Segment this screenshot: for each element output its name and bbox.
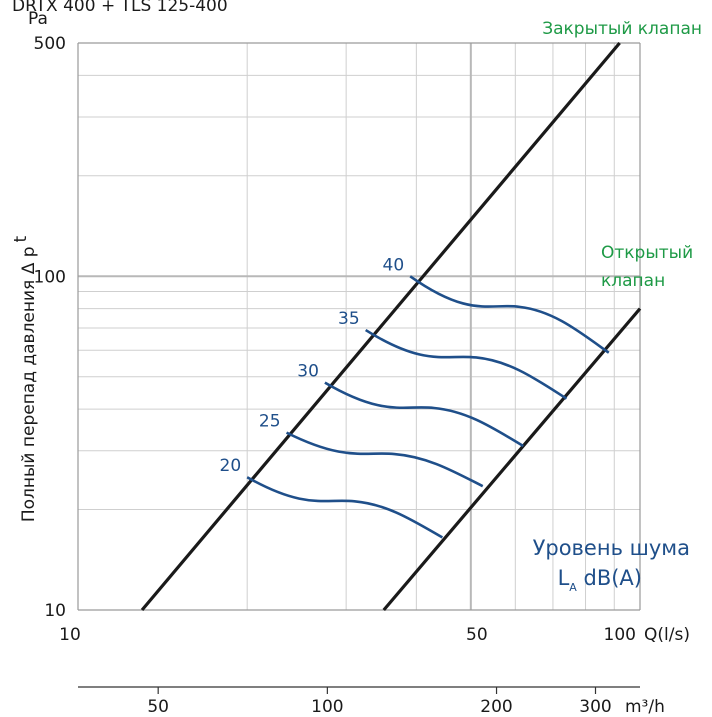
noise-label-30: 30 [297, 362, 319, 382]
noise-label-25: 25 [259, 412, 281, 432]
y-tick-labels: 10 100 500 [34, 34, 66, 621]
noise-unit-rest: dB(A) [577, 566, 642, 590]
series-line-open-valve [382, 307, 642, 612]
open-valve-label-line2: клапан [601, 271, 665, 291]
noise-curves: 20 25 30 35 40 [220, 255, 610, 539]
open-valve-label-line1: Открытый [601, 243, 693, 263]
x2-tick-200: 200 [480, 697, 512, 717]
x2-axis-unit-label: m³/h [625, 697, 665, 717]
secondary-x-axis: 50 100 200 300 [78, 686, 640, 717]
noise-curve-40 [409, 275, 610, 354]
grid [78, 43, 640, 610]
y-tick-500: 500 [34, 34, 66, 54]
noise-unit-subscript: A [569, 581, 577, 594]
noise-label-40: 40 [383, 255, 405, 275]
x2-tick-300: 300 [579, 697, 611, 717]
y-axis-label-main: Полный перепад давления Δ p [19, 246, 39, 522]
noise-unit-l: L [558, 566, 570, 590]
x-tick-100: 100 [604, 625, 636, 645]
noise-curve-25 [285, 431, 484, 488]
x2-axis-unit: m³/h [625, 697, 665, 717]
x2-tick-100: 100 [311, 697, 343, 717]
y-axis-label-superscript: t [11, 235, 31, 242]
x-axis-label: Q(l/s) [644, 625, 690, 645]
noise-level-unit: LA dB(A) [558, 566, 642, 594]
x-tick-labels: 10 50 100 [59, 625, 636, 645]
noise-curve-20 [246, 476, 444, 539]
series-lines [140, 41, 642, 612]
y-tick-10: 10 [44, 601, 66, 621]
noise-label-35: 35 [338, 309, 360, 329]
plot-frame [77, 42, 641, 611]
y-axis-unit: Pa [28, 9, 48, 29]
x-tick-10: 10 [59, 625, 81, 645]
noise-curve-30 [324, 381, 524, 448]
series-line-closed-valve [140, 41, 621, 612]
closed-valve-label: Закрытый клапан [542, 19, 702, 39]
y-tick-100: 100 [34, 267, 66, 287]
x-tick-50: 50 [466, 625, 488, 645]
noise-curve-35 [364, 328, 568, 400]
x2-tick-50: 50 [147, 697, 169, 717]
y-axis-label: Полный перепад давления Δ p t [11, 235, 39, 522]
chart-title: DRTX 400 + TLS 125-400 [12, 0, 228, 16]
noise-level-title: Уровень шума [533, 536, 690, 560]
noise-label-20: 20 [220, 456, 242, 476]
